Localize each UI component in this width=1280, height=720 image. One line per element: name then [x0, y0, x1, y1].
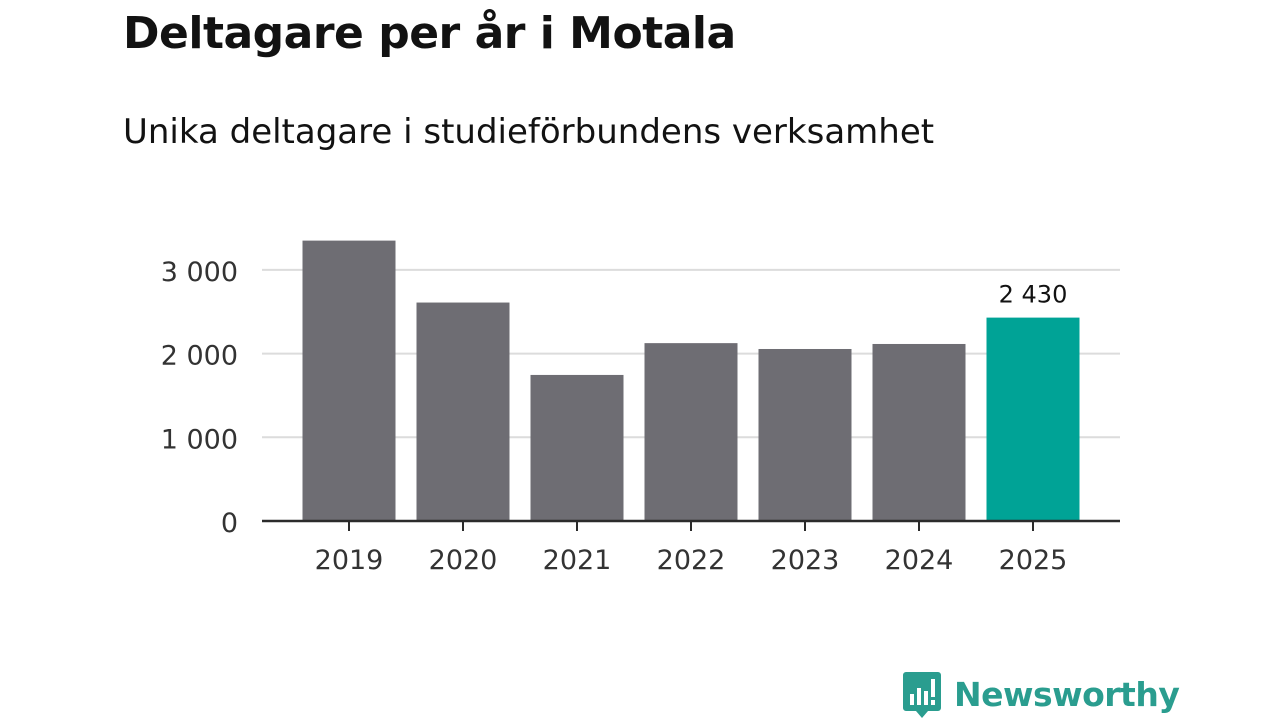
chart-title: Deltagare per år i Motala	[123, 8, 736, 59]
chart-subtitle: Unika deltagare i studieförbundens verks…	[123, 112, 935, 152]
y-tick-label: 2 000	[161, 341, 238, 372]
y-tick-label: 0	[221, 508, 238, 539]
bar	[872, 343, 966, 521]
bar	[986, 317, 1080, 521]
bar-chart-speech-bubble-icon	[903, 672, 941, 718]
bar	[644, 343, 738, 521]
logo-text: Newsworthy	[954, 675, 1180, 714]
x-tick-label: 2021	[543, 545, 612, 576]
bar	[416, 302, 510, 521]
bar	[758, 348, 852, 521]
y-tick-label: 1 000	[161, 424, 238, 455]
x-tick-label: 2022	[657, 545, 726, 576]
x-tick-label: 2023	[771, 545, 840, 576]
x-tick-label: 2024	[885, 545, 954, 576]
newsworthy-logo: Newsworthy	[902, 670, 1180, 720]
data-label: 2 430	[999, 281, 1068, 309]
y-tick-label: 3 000	[161, 257, 238, 288]
x-tick-label: 2020	[429, 545, 498, 576]
x-tick-label: 2025	[999, 545, 1068, 576]
bar	[302, 240, 396, 522]
x-tick-label: 2019	[315, 545, 384, 576]
bar	[530, 374, 624, 521]
